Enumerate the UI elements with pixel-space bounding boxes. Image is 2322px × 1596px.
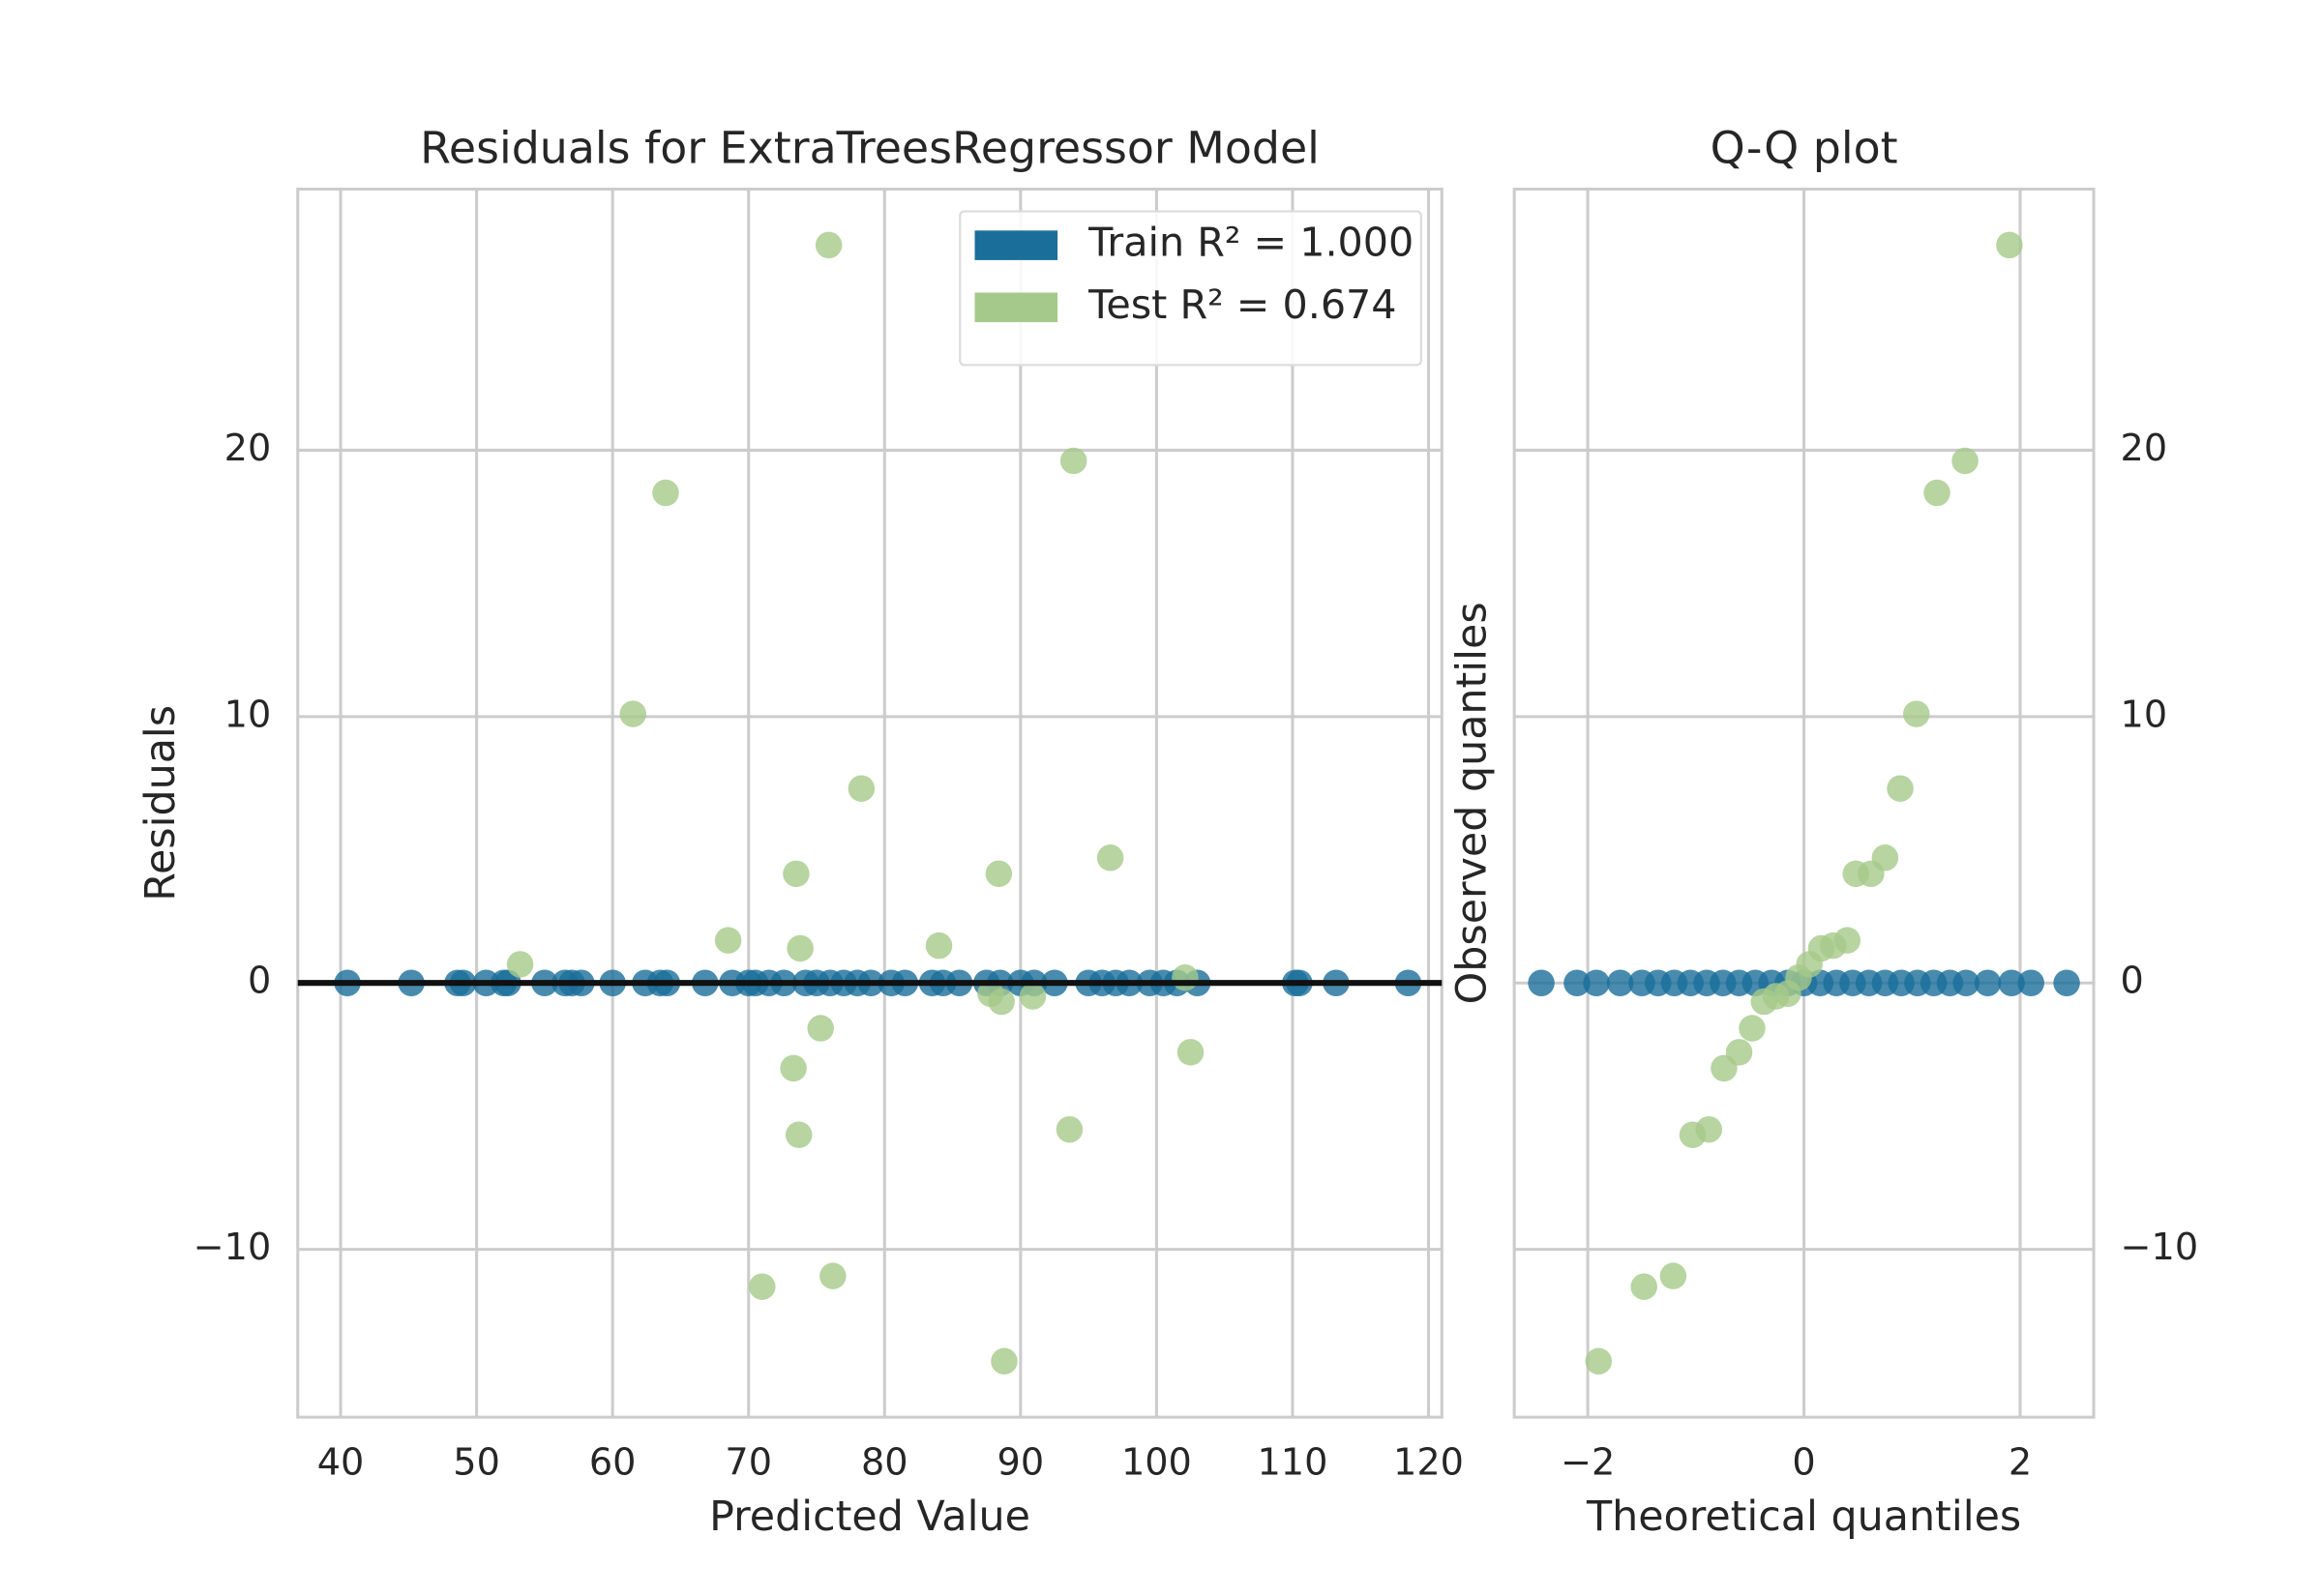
- point: [1019, 983, 1047, 1010]
- x-tick-label: 60: [589, 1442, 637, 1485]
- x-tick-label: 90: [997, 1442, 1045, 1485]
- y-tick-label: 0: [248, 961, 271, 1003]
- x-tick-label: 0: [1792, 1442, 1815, 1485]
- x-tick-label: −2: [1561, 1442, 1615, 1485]
- point: [1056, 1115, 1084, 1143]
- y-tick-label: −10: [194, 1227, 272, 1269]
- y-tick-label: 20: [2121, 428, 2168, 470]
- point: [1952, 969, 1980, 996]
- point: [848, 775, 876, 802]
- point: [1563, 969, 1591, 996]
- legend-swatch: [974, 292, 1058, 323]
- x-tick-label: 80: [861, 1442, 908, 1485]
- chart-title: Residuals for ExtraTreesRegressor Model: [420, 121, 1320, 173]
- point: [1887, 775, 1914, 802]
- point: [1974, 969, 2002, 996]
- point: [925, 931, 953, 960]
- point: [1923, 479, 1950, 507]
- point: [1606, 969, 1634, 996]
- point: [815, 231, 843, 259]
- point: [787, 934, 814, 962]
- y-tick-label: 10: [224, 694, 272, 736]
- point: [652, 479, 679, 507]
- point: [749, 1273, 776, 1300]
- x-tick-label: 100: [1121, 1442, 1192, 1485]
- x-tick-label: 110: [1258, 1442, 1328, 1485]
- point: [1176, 1039, 1205, 1066]
- point: [780, 1054, 807, 1082]
- point: [2053, 969, 2080, 996]
- point: [1951, 447, 1979, 475]
- point: [1172, 963, 1199, 991]
- point: [1528, 969, 1555, 996]
- point: [785, 1121, 813, 1148]
- x-tick-label: 70: [725, 1442, 772, 1485]
- point: [2017, 969, 2044, 996]
- legend-box: [959, 210, 1423, 367]
- point: [1996, 231, 2023, 259]
- point: [1998, 969, 2025, 996]
- point: [985, 860, 1013, 888]
- point: [807, 1015, 834, 1042]
- point: [506, 951, 534, 978]
- point: [1096, 844, 1124, 872]
- point: [1585, 1347, 1613, 1375]
- point: [1903, 700, 1930, 727]
- x-tick-label: 40: [317, 1442, 365, 1485]
- y-tick-label: −10: [2121, 1227, 2199, 1269]
- x-tick-label: 50: [453, 1442, 500, 1485]
- x-tick-label: 2: [2009, 1442, 2032, 1485]
- x-axis-label: Theoretical quantiles: [1586, 1493, 2021, 1541]
- point: [988, 988, 1015, 1016]
- x-tick-label: 120: [1393, 1442, 1464, 1485]
- y-tick-label: 0: [2121, 961, 2144, 1003]
- point: [1659, 1262, 1687, 1289]
- point: [619, 700, 646, 727]
- point: [819, 1262, 847, 1289]
- point: [1833, 927, 1861, 954]
- legend-label: Test R² = 0.674: [1087, 281, 1396, 328]
- y-tick-label: 20: [224, 428, 272, 470]
- chart-title: Q-Q plot: [1711, 121, 1898, 173]
- y-tick-label: 10: [2121, 694, 2168, 736]
- x-axis-label: Predicted Value: [709, 1493, 1030, 1541]
- point: [1630, 1273, 1657, 1300]
- point: [1583, 969, 1610, 996]
- y-axis-label: Observed quantiles: [1447, 602, 1496, 1004]
- point: [1695, 1115, 1723, 1143]
- point: [714, 927, 742, 954]
- point: [1725, 1039, 1753, 1066]
- y-axis-label: Residuals: [136, 705, 185, 901]
- point: [783, 860, 810, 888]
- point: [991, 1347, 1018, 1375]
- point: [1059, 447, 1087, 475]
- legend-swatch: [974, 230, 1058, 260]
- point: [1871, 844, 1899, 872]
- point: [1739, 1015, 1766, 1042]
- legend-label: Train R² = 1.000: [1087, 220, 1414, 266]
- plot-area: [296, 188, 1444, 1419]
